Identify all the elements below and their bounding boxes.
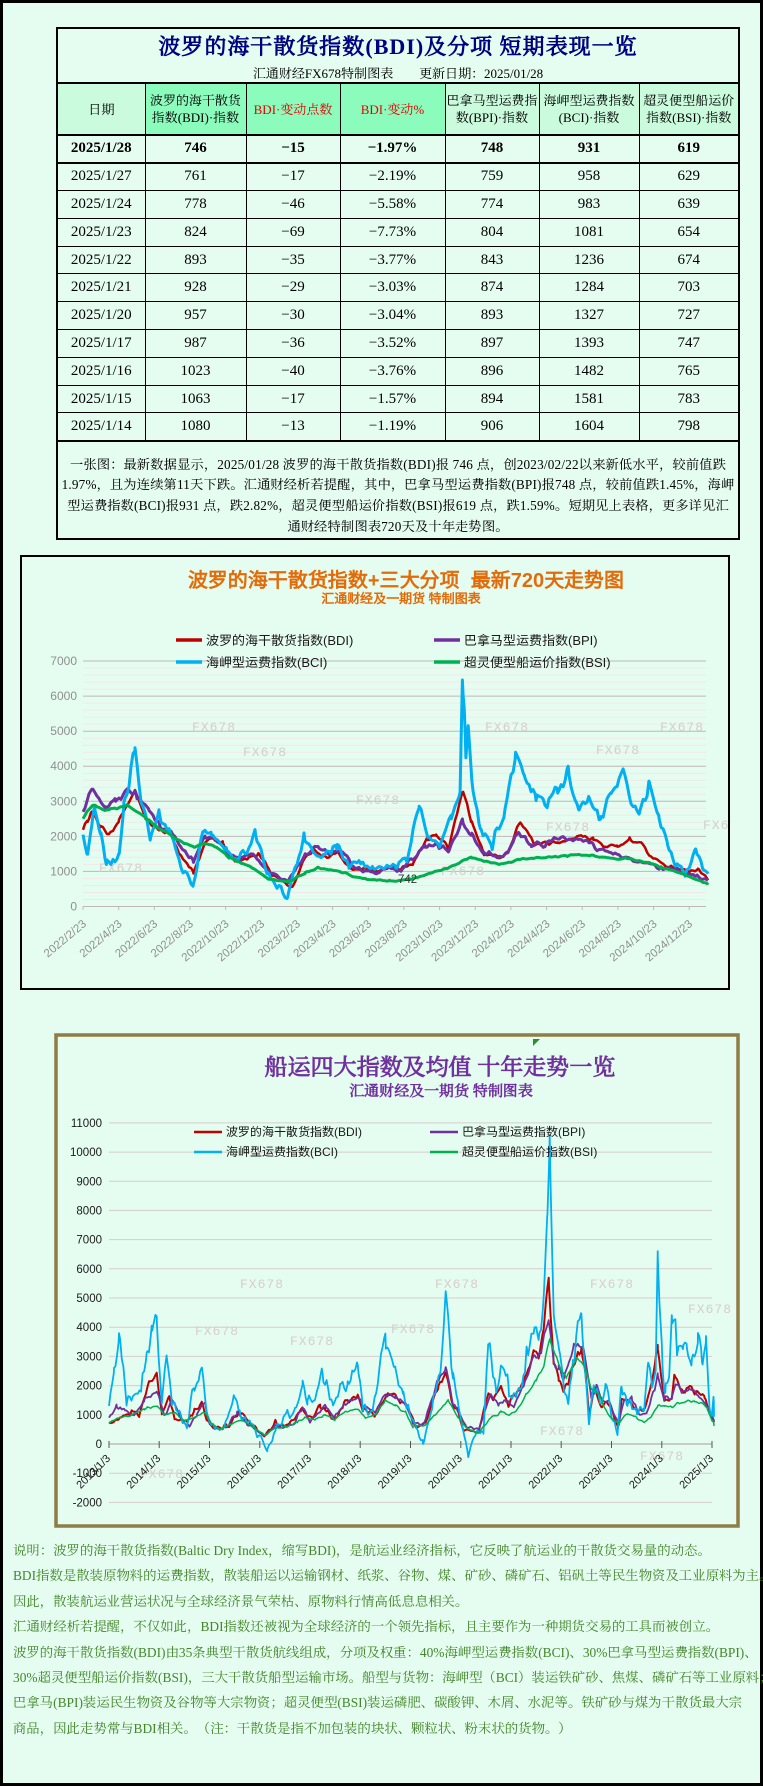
svg-text:2016/1/3: 2016/1/3 bbox=[225, 1453, 264, 1492]
svg-text:1000: 1000 bbox=[76, 1410, 102, 1422]
svg-text:5000: 5000 bbox=[50, 724, 77, 738]
svg-text:FX678: FX678 bbox=[391, 1322, 435, 1337]
svg-text:4000: 4000 bbox=[50, 759, 77, 773]
svg-text:2000: 2000 bbox=[76, 1381, 102, 1393]
svg-text:FX678: FX678 bbox=[356, 793, 400, 808]
svg-text:2020/1/3: 2020/1/3 bbox=[426, 1453, 465, 1492]
svg-text:0: 0 bbox=[96, 1439, 102, 1451]
svg-text:波罗的海干散货指数(BDI): 波罗的海干散货指数(BDI) bbox=[206, 633, 353, 648]
svg-text:FX678: FX678 bbox=[640, 1449, 684, 1464]
svg-text:1000: 1000 bbox=[50, 864, 77, 878]
svg-text:FX678: FX678 bbox=[140, 1467, 184, 1482]
svg-text:FX678: FX678 bbox=[660, 720, 704, 735]
svg-text:5000: 5000 bbox=[76, 1293, 102, 1305]
svg-text:FX678: FX678 bbox=[703, 818, 731, 833]
svg-text:2019/1/3: 2019/1/3 bbox=[376, 1453, 415, 1492]
svg-text:9000: 9000 bbox=[76, 1176, 102, 1188]
svg-text:8000: 8000 bbox=[76, 1205, 102, 1217]
svg-text:FX678: FX678 bbox=[590, 1277, 634, 1292]
svg-text:FX678: FX678 bbox=[290, 1334, 334, 1349]
svg-text:FX678: FX678 bbox=[441, 864, 485, 879]
svg-text:742: 742 bbox=[398, 874, 417, 886]
svg-text:海岬型运费指数(BCI): 海岬型运费指数(BCI) bbox=[206, 655, 327, 670]
svg-text:FX678: FX678 bbox=[240, 1277, 284, 1292]
svg-text:2021/1/3: 2021/1/3 bbox=[476, 1453, 515, 1492]
svg-text:巴拿马型运费指数(BPI): 巴拿马型运费指数(BPI) bbox=[464, 633, 598, 648]
svg-text:FX678: FX678 bbox=[596, 743, 640, 758]
svg-text:4000: 4000 bbox=[76, 1322, 102, 1334]
svg-text:2023/1/3: 2023/1/3 bbox=[577, 1453, 616, 1492]
svg-text:7000: 7000 bbox=[76, 1235, 102, 1247]
svg-text:2018/1/3: 2018/1/3 bbox=[326, 1453, 365, 1492]
svg-text:3000: 3000 bbox=[76, 1351, 102, 1363]
svg-text:FX678: FX678 bbox=[192, 720, 236, 735]
svg-text:3000: 3000 bbox=[50, 794, 77, 808]
svg-text:FX678: FX678 bbox=[485, 720, 529, 735]
svg-text:超灵便型船运价指数(BSI): 超灵便型船运价指数(BSI) bbox=[462, 1145, 597, 1159]
svg-text:FX678: FX678 bbox=[243, 745, 287, 760]
svg-text:海岬型运费指数(BCI): 海岬型运费指数(BCI) bbox=[226, 1145, 338, 1159]
svg-text:汇通财经及一期货 特制图表: 汇通财经及一期货 特制图表 bbox=[349, 1082, 533, 1100]
svg-text:超灵便型船运价指数(BSI): 超灵便型船运价指数(BSI) bbox=[464, 655, 611, 670]
svg-text:7000: 7000 bbox=[50, 654, 77, 668]
svg-text:FX678: FX678 bbox=[435, 1277, 479, 1292]
svg-text:波罗的海干散货指数+三大分项 最新720天走势图: 波罗的海干散货指数+三大分项 最新720天走势图 bbox=[188, 569, 624, 592]
svg-text:6000: 6000 bbox=[76, 1264, 102, 1276]
svg-text:FX678: FX678 bbox=[540, 1424, 584, 1439]
svg-text:波罗的海干散货指数(BDI): 波罗的海干散货指数(BDI) bbox=[226, 1125, 362, 1139]
svg-text:-2000: -2000 bbox=[73, 1497, 102, 1509]
svg-text:巴拿马型运费指数(BPI): 巴拿马型运费指数(BPI) bbox=[462, 1125, 585, 1139]
svg-text:FX678: FX678 bbox=[195, 1324, 239, 1339]
svg-text:10000: 10000 bbox=[70, 1147, 102, 1159]
svg-text:6000: 6000 bbox=[50, 689, 77, 703]
svg-text:2017/1/3: 2017/1/3 bbox=[275, 1453, 314, 1492]
svg-text:船运四大指数及均值 十年走势一览: 船运四大指数及均值 十年走势一览 bbox=[264, 1054, 616, 1080]
svg-text:2022/1/3: 2022/1/3 bbox=[527, 1453, 566, 1492]
svg-text:-1000: -1000 bbox=[73, 1468, 102, 1480]
svg-text:0: 0 bbox=[70, 900, 77, 914]
svg-text:FX678: FX678 bbox=[546, 820, 590, 835]
svg-text:FX678: FX678 bbox=[688, 1302, 732, 1317]
svg-text:11000: 11000 bbox=[71, 1118, 102, 1130]
svg-text:汇通财经及一期货 特制图表: 汇通财经及一期货 特制图表 bbox=[320, 591, 482, 606]
svg-text:2000: 2000 bbox=[50, 829, 77, 843]
